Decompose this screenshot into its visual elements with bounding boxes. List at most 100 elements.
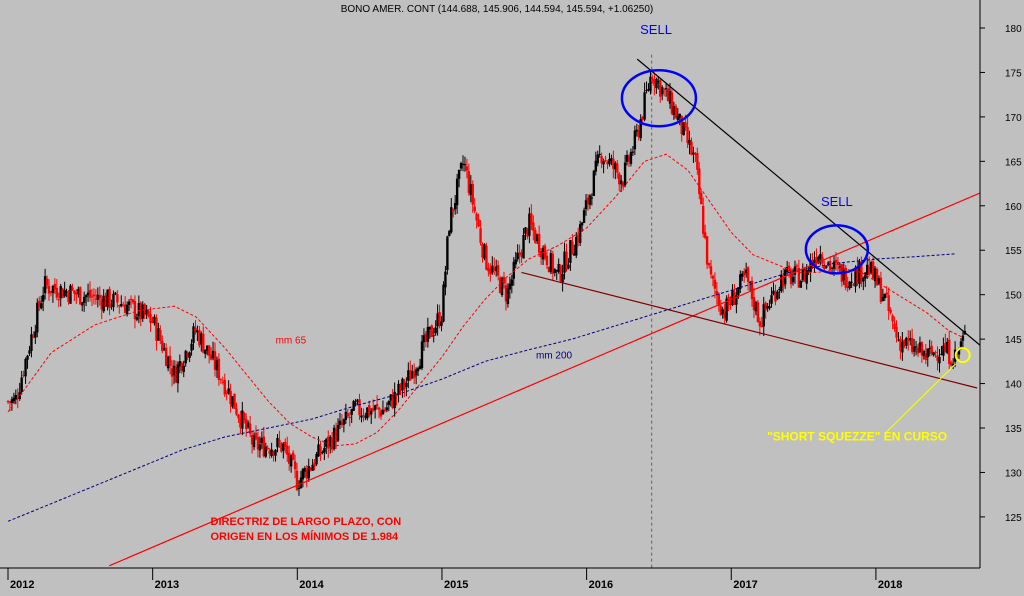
candle-body [270,449,273,457]
x-tick-label: 2016 [589,579,613,591]
candle-body [155,317,158,341]
candle-body [272,451,275,456]
candle-body [280,442,283,452]
candle-body [123,304,127,314]
candle-body [129,299,133,301]
candle-body [657,81,660,83]
candle-body [71,287,74,290]
candle-body [936,355,939,361]
moving-average-line-mm200 [7,253,956,522]
candle-body [34,331,37,338]
candle-body [151,320,154,323]
candle-body [334,428,338,443]
candle-body [664,88,668,90]
candle-body [344,411,348,420]
candle-body [131,299,135,303]
candle-body [256,437,260,450]
candle-body [698,168,701,195]
candle-body [545,255,549,266]
candle-body [518,252,521,255]
candle-body [940,353,943,355]
candle-body [229,391,232,405]
candle-body [610,158,613,161]
candle-body [188,352,191,358]
candle-body [559,265,562,282]
candle-body [43,276,47,294]
candle-body [192,326,195,343]
candle-body [305,469,308,479]
candle-body [867,265,871,275]
candle-body [844,267,847,288]
markers-layer [620,54,971,568]
candle-body [932,352,935,356]
candle-body [834,259,838,264]
y-tick-label: 130 [1005,468,1022,479]
candle-body [276,437,279,448]
candle-body [500,277,504,296]
y-tick-label: 170 [1005,113,1022,124]
candle-body [645,89,648,91]
candle-body [163,347,166,351]
candle-body [774,291,777,302]
candle-body [489,269,492,275]
candle-body [582,210,586,223]
candle-body [36,302,39,333]
candle-body [707,263,711,266]
candle-body [563,251,566,273]
candle-body [348,416,351,418]
candle-body [584,200,588,210]
candle-body [420,341,424,369]
candle-body [354,403,357,405]
candle-body [465,166,469,171]
candle-body [309,468,312,470]
candle-body [118,305,121,307]
candle-body [672,106,676,116]
candle-body [854,267,857,287]
mm65-label: mm 65 [276,336,307,347]
candle-body [567,264,570,269]
candle-body [264,446,267,457]
candle-body [614,162,617,170]
candle-body [789,270,793,285]
candle-body [233,393,236,409]
candle-body [340,422,344,425]
candle-body [424,333,428,342]
candle-body [577,234,580,243]
candle-body [338,420,342,425]
candle-body [496,265,500,276]
candle-body [243,413,246,421]
candle-body [168,355,172,366]
candle-body [10,399,14,404]
candle-body [561,273,564,283]
candle-body [73,290,76,294]
candle-body [375,404,379,407]
candle-body [53,283,57,290]
candle-body [223,379,226,395]
candle-body [81,302,84,306]
candle-body [735,295,738,305]
candle-body [817,256,820,264]
candle-body [356,399,359,403]
x-tick-label: 2014 [299,579,324,591]
candle-body [705,236,709,265]
candle-body [666,88,670,102]
candle-body [319,446,322,455]
candle-body [237,414,240,419]
candle-body [643,92,646,120]
candle-body [278,439,281,443]
candle-body [75,292,78,295]
candle-body [323,447,326,453]
candle-body [289,455,293,467]
candle-body [313,462,316,467]
candle-body [838,266,842,268]
candle-body [299,477,303,488]
candle-body [547,266,551,273]
candle-body [332,427,336,450]
candle-body [448,230,451,236]
candle-body [856,266,859,284]
candle-body [612,158,615,169]
candle-body [360,415,363,418]
candle-body [444,271,447,288]
candle-body [94,298,98,300]
candle-body [446,236,449,271]
